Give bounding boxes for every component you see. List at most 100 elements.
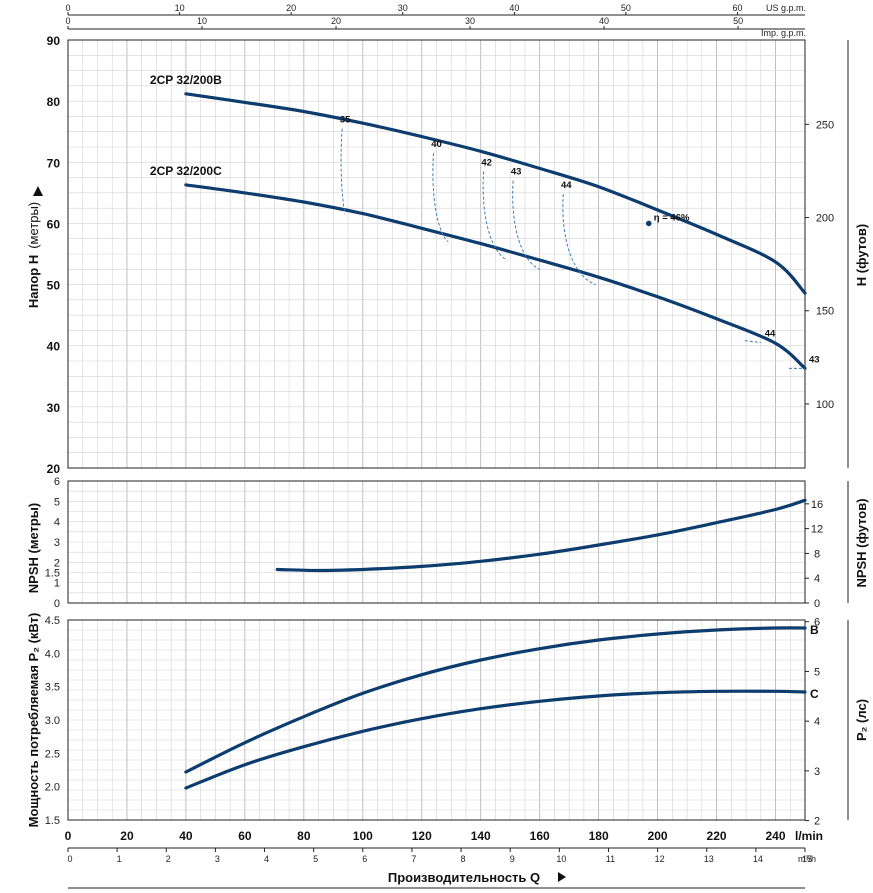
x-tick-m3h: 14 [753, 854, 763, 864]
x-tick-lmin: 240 [766, 829, 786, 843]
top-us-tick: 0 [65, 3, 70, 13]
npsh-y2-tick: 0 [814, 598, 820, 610]
x-tick-m3h: 13 [704, 854, 714, 864]
annotation-tick [744, 340, 761, 344]
head-curve-label: 2CP 32/200B [150, 73, 222, 87]
head-curve-c [184, 183, 807, 370]
top-imp-tick: 30 [465, 16, 475, 26]
power-y-tick: 4.0 [45, 648, 60, 660]
power-frame [67, 619, 806, 821]
top-imp-tick: 50 [733, 16, 743, 26]
x-tick-m3h: 5 [313, 854, 318, 864]
efficiency-line [512, 180, 540, 270]
x-tick-lmin: 60 [238, 829, 252, 843]
top-imp-tick: 20 [331, 16, 341, 26]
x-tick-lmin: 180 [589, 829, 609, 843]
x-tick-lmin: 160 [530, 829, 550, 843]
x-tick-m3h: 10 [556, 854, 566, 864]
top-us-tick: 60 [732, 3, 742, 13]
top-us-unit: US g.p.m. [766, 3, 806, 13]
x-tick-lmin: 0 [65, 829, 72, 843]
head-curve-b [184, 92, 807, 295]
power-y-tick: 1.5 [45, 815, 60, 827]
x-tick-m3h: 11 [606, 854, 615, 864]
head-y2-tick: 100 [816, 399, 834, 411]
power-y2-tick: 4 [814, 716, 820, 728]
head-y-tick: 60 [47, 217, 61, 231]
x-tick-m3h: 4 [264, 854, 269, 864]
top-us-tick: 40 [509, 3, 519, 13]
top-imp-tick: 0 [65, 16, 70, 26]
x-tick-lmin: 200 [648, 829, 668, 843]
efficiency-label: 40 [431, 139, 442, 150]
efficiency-label: 35 [340, 115, 351, 126]
power-curve-label: B [810, 623, 819, 637]
eta-label: η = 46% [654, 212, 690, 223]
top-us-tick: 20 [286, 3, 296, 13]
x-tick-m3h: 8 [461, 854, 466, 864]
efficiency-line [340, 128, 346, 215]
head-y2-tick: 250 [816, 119, 834, 131]
head-y-tick: 80 [47, 95, 61, 109]
npsh-y2-tick: 4 [814, 573, 820, 585]
power-curve-label: C [810, 687, 819, 701]
power-y2-tick: 2 [814, 816, 820, 828]
power-y-tick: 2.0 [45, 782, 60, 794]
head-y-tick: 70 [47, 156, 61, 170]
npsh-frame [67, 480, 806, 604]
efficiency-line [432, 153, 449, 243]
top-us-tick: 30 [398, 3, 408, 13]
power-y-title: Мощность потребляемая P₂ (кВт) [26, 613, 41, 828]
head-y-tick: 40 [47, 340, 61, 354]
power-y-tick: 2.5 [45, 748, 60, 760]
x-axis-arrow-icon [558, 872, 566, 882]
power-curve-b [184, 626, 807, 774]
efficiency-label: 44 [561, 180, 572, 191]
head-y2-tick: 150 [816, 306, 834, 318]
npsh-y2-tick: 8 [814, 548, 820, 560]
npsh-y2-tick: 12 [811, 524, 823, 536]
npsh-y-tick: 5 [54, 496, 60, 508]
head-y-title: Напор H (метры) [26, 202, 41, 308]
top-imp-tick: 40 [599, 16, 609, 26]
x-tick-m3h: 3 [215, 854, 220, 864]
x-tick-lmin: 40 [179, 829, 193, 843]
npsh-curve [275, 498, 807, 573]
x-tick-m3h: 9 [510, 854, 515, 864]
head-curve-label: 2CP 32/200C [150, 164, 222, 178]
head-y2-title: H (футов) [854, 224, 869, 286]
head-y-title-unit: (метры) [26, 202, 41, 249]
x-tick-lmin: 220 [707, 829, 727, 843]
head-y2-tick: 200 [816, 213, 834, 225]
npsh-y2-tick: 16 [811, 499, 823, 511]
power-curve-c [184, 689, 807, 790]
npsh-y2-title: NPSH (футов) [854, 498, 869, 587]
efficiency-label: 42 [481, 157, 492, 168]
x-tick-m3h: 0 [67, 854, 72, 864]
power-y2-tick: 3 [814, 766, 820, 778]
head-y-tick: 50 [47, 279, 61, 293]
power-y2-title: P₂ (лс) [854, 699, 869, 741]
power-y2-tick: 5 [814, 666, 820, 678]
x-tick-lmin: 100 [353, 829, 373, 843]
x-tick-lmin: 120 [412, 829, 432, 843]
top-us-tick: 10 [175, 3, 185, 13]
power-y-tick: 3.0 [45, 715, 60, 727]
npsh-y-tick: 1 [54, 578, 60, 590]
head-y-title-main: Напор H [26, 255, 41, 308]
npsh-y-tick: 4 [54, 517, 60, 529]
npsh-y-tick: 0 [54, 598, 60, 610]
top-us-tick: 50 [621, 3, 631, 13]
head-y-tick: 30 [47, 401, 61, 415]
x-tick-m3h: 7 [411, 854, 416, 864]
head-y-tick: 20 [47, 462, 61, 476]
x-tick-m3h: 2 [166, 854, 171, 864]
npsh-y-tick: 6 [54, 476, 60, 488]
npsh-y-title: NPSH (метры) [26, 503, 41, 593]
x-tick-m3h: 15 [802, 854, 812, 864]
x-axis-title: Производительность Q [388, 870, 540, 885]
npsh-y-tick: 2 [54, 557, 60, 569]
eta-point [645, 220, 652, 227]
x-tick-lmin: 20 [120, 829, 134, 843]
